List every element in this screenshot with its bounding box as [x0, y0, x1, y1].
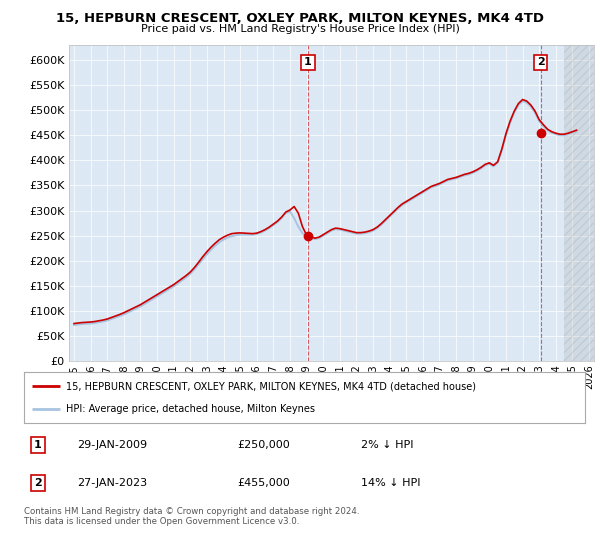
- Text: 29-JAN-2009: 29-JAN-2009: [77, 440, 148, 450]
- Text: £455,000: £455,000: [237, 478, 290, 488]
- Bar: [564, 45, 594, 361]
- Text: 1: 1: [34, 440, 42, 450]
- Text: 15, HEPBURN CRESCENT, OXLEY PARK, MILTON KEYNES, MK4 4TD (detached house): 15, HEPBURN CRESCENT, OXLEY PARK, MILTON…: [66, 381, 476, 391]
- Text: 15, HEPBURN CRESCENT, OXLEY PARK, MILTON KEYNES, MK4 4TD: 15, HEPBURN CRESCENT, OXLEY PARK, MILTON…: [56, 12, 544, 25]
- Text: Contains HM Land Registry data © Crown copyright and database right 2024.
This d: Contains HM Land Registry data © Crown c…: [24, 507, 359, 526]
- Text: HPI: Average price, detached house, Milton Keynes: HPI: Average price, detached house, Milt…: [66, 404, 315, 414]
- Text: 2: 2: [34, 478, 42, 488]
- Text: 2% ↓ HPI: 2% ↓ HPI: [361, 440, 413, 450]
- Text: 2: 2: [536, 58, 544, 67]
- Text: 1: 1: [304, 58, 312, 67]
- Text: 27-JAN-2023: 27-JAN-2023: [77, 478, 148, 488]
- Text: £250,000: £250,000: [237, 440, 290, 450]
- Text: Price paid vs. HM Land Registry's House Price Index (HPI): Price paid vs. HM Land Registry's House …: [140, 24, 460, 34]
- Text: 14% ↓ HPI: 14% ↓ HPI: [361, 478, 420, 488]
